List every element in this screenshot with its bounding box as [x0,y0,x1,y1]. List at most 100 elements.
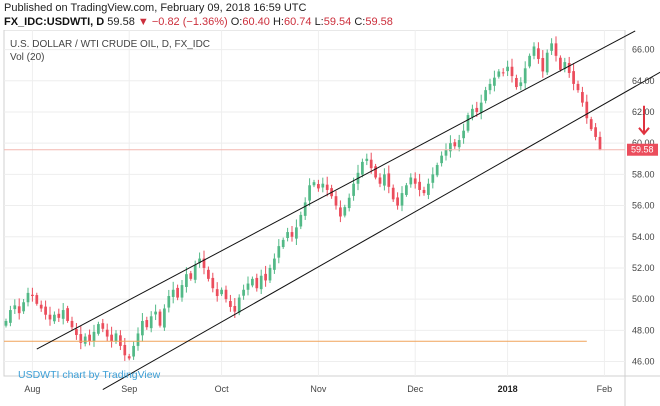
candle-body [440,155,443,164]
down-arrow-head [638,127,650,136]
candle-body [70,320,74,328]
high-value: 60.74 [283,16,312,28]
candle-body [589,119,593,130]
y-tick-label: 50.00 [632,294,655,304]
channel-line-upper [36,30,636,350]
candle-body [374,166,377,178]
candle-body [57,313,61,318]
chart-canvas[interactable]: 46.00 48.00 50.00 52.00 54.00 56.00 58.00 60.00… [0,30,660,406]
y-tick-label: 64.00 [632,76,655,86]
candle-body [119,335,122,346]
candle-body [136,333,140,346]
tradingview-watermark[interactable]: USDWTI chart by TradingView [18,369,161,381]
candle-body [211,277,215,289]
candle-body [163,308,166,328]
open-value: 60.40 [242,16,270,28]
candle-body [484,90,487,101]
x-tick-label: Nov [310,384,327,394]
candle-body [154,311,157,315]
candle-body [435,165,439,176]
candle-body [189,273,193,279]
candle-body [352,183,355,196]
candle-body [365,158,369,161]
candle-body [361,161,364,175]
candle-body [325,184,329,190]
candle-body [22,302,25,312]
candle-body [396,197,399,206]
candle-body [110,334,113,342]
last-price: 59.58 [107,16,135,28]
x-tick-label: Sep [121,384,137,394]
header: Published on TradingView.com, February 0… [0,0,660,30]
candle-body [101,323,105,329]
candle-body [488,83,492,91]
candle-body [387,173,391,187]
candle-body [554,43,558,56]
candle-body [180,285,184,298]
candle-body [149,316,153,329]
candle-body [347,197,351,209]
low-label: L: [314,16,324,28]
x-tick-label: Oct [215,384,230,394]
close-value: 59.58 [365,16,393,28]
candle-body [17,306,21,314]
candle-body [198,258,201,263]
candle-body [141,320,144,336]
candle-body [523,68,527,84]
candle-body [528,55,531,67]
open-label: O: [230,16,243,28]
x-tick-label: 2018 [498,384,518,394]
channel-line-lower [102,71,660,391]
candle-body [550,43,553,51]
candle-body [471,108,474,117]
candle-body [418,181,421,190]
x-tick-label: Dec [407,384,424,394]
y-tick-labels: 46.00 48.00 50.00 52.00 54.00 56.00 58.00 60.00… [627,45,658,367]
candle-body [207,269,210,279]
chart-area[interactable]: 46.00 48.00 50.00 52.00 54.00 56.00 58.00 60.00… [0,30,660,406]
candle-body [497,71,501,77]
candle-body [35,295,39,304]
candle-body [167,296,171,308]
close-label: C: [354,16,366,28]
candle-body [422,189,426,194]
candle-body [537,48,540,59]
symbol-label[interactable]: FX_IDC:USDWTI, D [4,16,105,28]
y-tick-label: 52.00 [632,263,655,273]
candle-body [391,187,395,200]
candle-body [215,289,219,297]
candle-body [277,246,281,258]
candle-body [246,283,250,290]
candle-body [251,278,254,286]
candle-body [383,174,386,186]
last-price-tag [627,143,658,156]
candle-body [515,77,518,88]
candle-body [510,66,514,77]
candle-body [105,329,109,337]
candle-body [334,196,338,206]
candle-body [405,185,408,195]
candle-body [453,142,457,147]
candle-body [559,57,562,70]
candle-body [75,329,78,336]
candle-body [409,177,413,185]
candle-body [479,102,483,113]
candle-body [532,46,536,56]
candle-body [312,182,316,186]
low-value: 59.54 [323,16,352,28]
chart-title: U.S. DOLLAR / WTI CRUDE OIL, D, FX_IDC [10,39,211,50]
candle-body [519,82,523,87]
candle-body [308,185,311,201]
candle-body [171,289,175,297]
y-tick-label: 46.00 [632,357,655,367]
change-value: −0.82 (−1.36%) [151,16,228,28]
candle-body [229,301,232,307]
candle-body [457,140,461,148]
candle-body [224,289,228,300]
candle-body [576,83,580,91]
candle-body [9,310,12,323]
candle-body [13,305,17,310]
candle-body [413,178,417,184]
candle-body [585,101,589,119]
x-tick-label: Aug [24,384,40,394]
